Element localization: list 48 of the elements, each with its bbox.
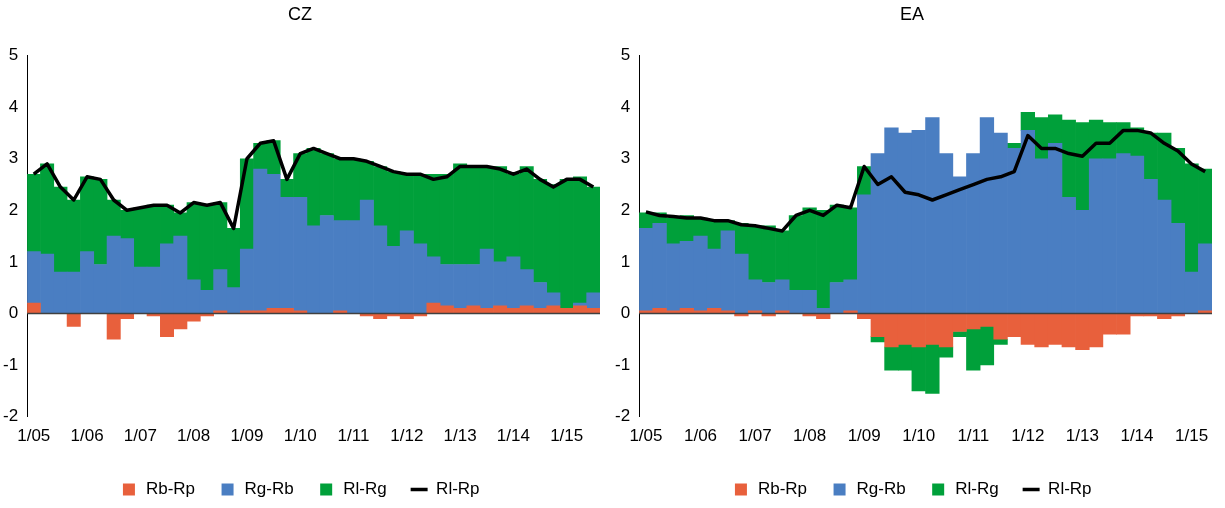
legend-label: Rl-Rp xyxy=(1048,479,1092,499)
y-tick-label: 2 xyxy=(620,200,631,219)
chart-title: CZ xyxy=(288,3,312,24)
legend-label: Rl-Rg xyxy=(955,479,999,499)
y-tick-label: 3 xyxy=(8,148,19,168)
y-tick-label: -1 xyxy=(2,354,19,374)
x-tick-label: 1/11 xyxy=(957,426,990,446)
y-tick-label: 3 xyxy=(620,148,631,168)
x-tick-label: 1/09 xyxy=(847,426,881,446)
y-tick-label: 5 xyxy=(8,45,19,65)
x-tick-label: 1/05 xyxy=(17,426,51,446)
legend-label: Rb-Rp xyxy=(757,479,808,499)
x-tick-label: 1/13 xyxy=(1065,426,1099,446)
y-tick-label: 1 xyxy=(8,251,19,271)
x-tick-label: 1/08 xyxy=(793,426,827,446)
legend-label: Rl-Rg xyxy=(343,479,387,499)
y-tick-label: 4 xyxy=(620,96,631,116)
x-tick-label: 1/14 xyxy=(496,426,530,446)
x-tick-label: 1/07 xyxy=(123,426,157,446)
x-tick-label: 1/06 xyxy=(683,426,718,446)
x-tick-label: 1/08 xyxy=(177,426,211,446)
x-tick-label: 1/05 xyxy=(629,426,663,446)
chart-title: EA xyxy=(899,3,925,24)
y-tick-label: 5 xyxy=(620,45,631,65)
y-tick-label: 0 xyxy=(8,303,19,323)
legend-label: Rl-Rp xyxy=(436,479,480,499)
x-tick-label: 1/07 xyxy=(738,426,772,446)
x-tick-label: 1/13 xyxy=(443,426,477,446)
x-tick-label: 1/09 xyxy=(230,426,264,446)
x-tick-label: 1/10 xyxy=(902,426,936,446)
x-tick-label: 1/14 xyxy=(1120,426,1154,446)
legend-label: Rb-Rp xyxy=(145,479,196,499)
x-tick-label: 1/15 xyxy=(1174,426,1209,446)
y-tick-label: 0 xyxy=(620,303,631,323)
x-tick-label: 1/12 xyxy=(1011,426,1045,446)
x-tick-label: 1/06 xyxy=(70,426,104,446)
y-tick-label: -2 xyxy=(2,406,19,426)
x-tick-label: 1/11 xyxy=(337,426,370,446)
legend-label: Rg-Rb xyxy=(856,479,906,499)
x-tick-label: 1/15 xyxy=(550,426,584,446)
y-tick-label: -1 xyxy=(614,354,631,374)
y-tick-label: 4 xyxy=(8,96,19,116)
x-tick-label: 1/12 xyxy=(390,426,424,446)
legend-label: Rg-Rb xyxy=(244,479,294,499)
y-tick-label: -2 xyxy=(614,406,631,426)
y-tick-label: 2 xyxy=(8,200,19,219)
x-tick-label: 1/10 xyxy=(283,426,317,446)
y-tick-label: 1 xyxy=(620,251,631,271)
